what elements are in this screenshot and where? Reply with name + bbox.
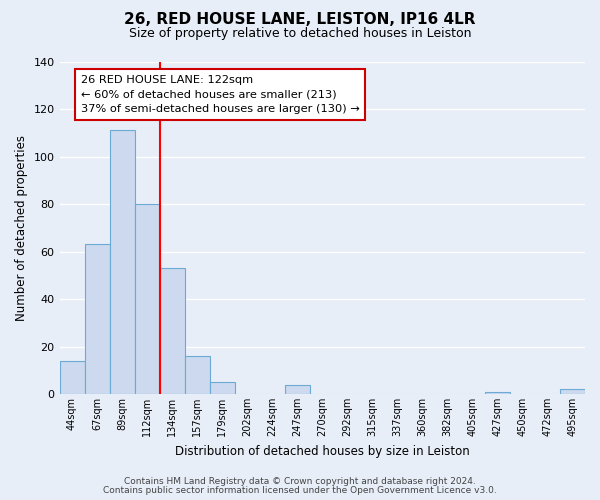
Y-axis label: Number of detached properties: Number of detached properties [15,135,28,321]
Bar [285,384,310,394]
Bar [110,130,134,394]
Bar [85,244,110,394]
X-axis label: Distribution of detached houses by size in Leiston: Distribution of detached houses by size … [175,444,470,458]
Bar [160,268,185,394]
Text: Contains HM Land Registry data © Crown copyright and database right 2024.: Contains HM Land Registry data © Crown c… [124,477,476,486]
Text: Contains public sector information licensed under the Open Government Licence v3: Contains public sector information licen… [103,486,497,495]
Bar [185,356,209,394]
Bar [59,361,85,394]
Text: 26 RED HOUSE LANE: 122sqm
← 60% of detached houses are smaller (213)
37% of semi: 26 RED HOUSE LANE: 122sqm ← 60% of detac… [80,75,359,114]
Bar [209,382,235,394]
Text: Size of property relative to detached houses in Leiston: Size of property relative to detached ho… [129,28,471,40]
Bar [134,204,160,394]
Bar [485,392,510,394]
Bar [560,390,585,394]
Text: 26, RED HOUSE LANE, LEISTON, IP16 4LR: 26, RED HOUSE LANE, LEISTON, IP16 4LR [124,12,476,28]
